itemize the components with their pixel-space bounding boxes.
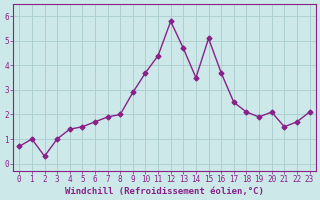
X-axis label: Windchill (Refroidissement éolien,°C): Windchill (Refroidissement éolien,°C) (65, 187, 264, 196)
